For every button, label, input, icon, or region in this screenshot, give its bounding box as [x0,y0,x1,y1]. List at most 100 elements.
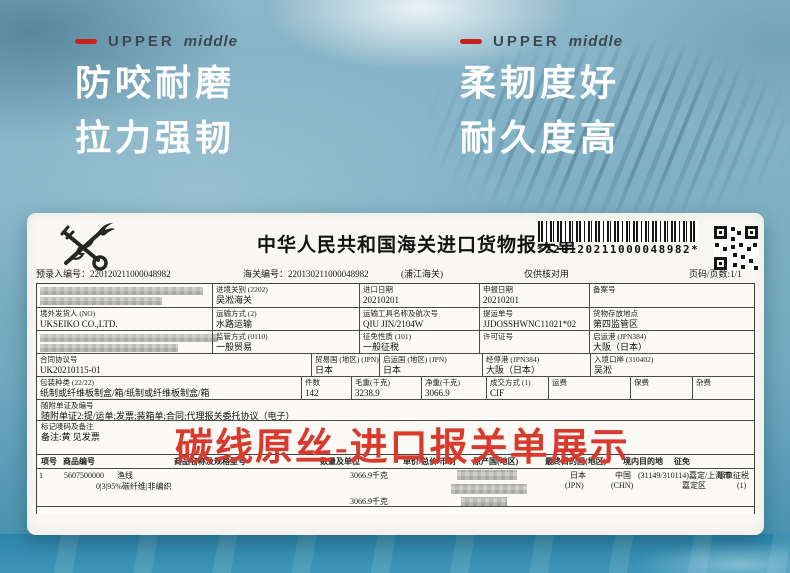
goods-bottom-divider [37,506,754,507]
attached-documents-section: 随附单证及编号 随附单证2:提/运单;发票;装箱单;合同;代理报关委托协议（电子… [37,399,754,421]
license-number-cell: 许可证号 [479,331,589,353]
goods-qty: 3066.9千克 [350,471,388,480]
promo-block-left: UPPER middle 防咬耐磨 拉力强韧 [75,33,238,160]
redacted-price [461,497,507,506]
brand-logo: UPPER middle [75,32,239,50]
goods-legal-qty: 3066.9千克 [350,497,388,506]
departure-port-cell: 启运港 (JPN384) 大阪（日本） [589,331,754,353]
china-customs-emblem-icon [60,223,115,271]
contract-number-cell: 合同协议号 UK20210115-01 [40,355,101,375]
redacted-price [451,484,527,494]
page-number: 页码/页数:1/1 [689,269,742,279]
form-row: 进境关别 (2202) 吴淞海关 进口日期 20210201 申报日期 2021… [37,284,754,307]
brand-name: UPPER [493,32,560,50]
levy-nature-cell: 征免性质 (101) 一般征税 [359,331,479,353]
red-overlay-caption: 碳线原丝-进口报关单展示 [175,427,630,469]
redacted-text [40,287,203,295]
col-goods-name: 商品名称及规格型号 [174,457,246,466]
goods-domestic-district: 嘉定区 [682,481,706,490]
feature-headline: 防咬耐磨 [75,62,236,103]
departure-country-cell: 启运国 (地区) (JPN) 日本 [379,354,482,376]
feature-headline: 拉力强韧 [75,117,236,159]
goods-dest-code: (CHN) [611,481,634,490]
record-number-cell: 备案号 [589,284,754,307]
supervision-mode-cell: 监管方式 (0110) 一般贸易 [212,331,359,353]
barcode: *220120211000048982* [534,221,702,256]
emblem-wing [98,223,115,236]
gross-weight-cell: 毛重(千克) 3238.9 [351,377,421,399]
packing-type-cell: 包装种类 (22/22) 纸制或纤维板制盒/箱/纸制或纤维板制盒/箱 [40,378,210,398]
goods-header-divider [37,468,754,469]
misc-fee-cell: 杂费 [692,377,754,399]
redacted-text [40,297,162,305]
storage-place-cell: 货物存放地点 第四监管区 [589,308,754,330]
document-info-line: 预录入编号：220120211000048982 海关编号：2201302110… [27,267,764,281]
insurance-cell: 保费 [630,377,692,399]
goods-hs-code: 5607500000 [64,471,104,480]
goods-domestic-destination: (31149/310114)嘉定/上海市 [638,471,732,480]
col-destination: 最终目的国(地区) [545,457,607,466]
goods-table: 项号 商品编号 商品名称及规格型号 数量及单位 单价/总价/币制 原产国(地区)… [36,454,755,514]
goods-spec: 0|3|95%碳纤维|非编织 [96,482,172,491]
redacted-text [40,334,218,342]
col-hs-code: 商品编号 [63,457,95,466]
barcode-number: *220120211000048982* [536,243,700,256]
col-levy-mode: 征免 [674,457,690,466]
piece-count-cell: 件数 142 [301,377,351,399]
brand-dash-icon [460,38,482,44]
col-domestic-destination: 境内目的地 [623,457,663,466]
consignee-cell-redacted [37,284,212,307]
goods-levy-code: (1) [737,481,747,490]
document-title: 中华人民共和国海关进口货物报关单 [256,235,577,256]
redacted-text [40,344,178,352]
transit-port-cell: 经停港 (JPN384) 大阪（日本） [482,354,590,376]
vessel-voyage-cell: 运输工具名称及航次号 QIU JIN/2104W [359,308,479,330]
customs-declaration-document: 中华人民共和国海关进口货物报关单 *220120211000048982* 预录… [27,213,764,535]
form-row: 监管方式 (0110) 一般贸易 征免性质 (101) 一般征税 许可证号 启运… [37,330,754,353]
feature-headline: 耐久度高 [460,117,621,159]
col-quantity: 数量及单位 [320,457,360,466]
brand-subname: middle [183,32,239,50]
transport-mode-cell: 运输方式 (2) 水路运输 [212,308,359,330]
redacted-price [457,470,517,480]
col-origin: 原产国(地区) [473,457,519,466]
pre-entry-number: 预录入编号：220120211000048982 [36,269,171,279]
consumer-unit-cell-redacted [37,331,218,353]
import-date-cell: 进口日期 20210201 [359,284,479,307]
col-price: 单价/总价/币制 [403,457,456,466]
bill-of-lading-cell: 提运单号 JJDOSSHWNC11021*02 [479,308,589,330]
brand-name: UPPER [108,32,175,50]
brand-dash-icon [75,38,97,44]
promo-block-right: UPPER middle 柔韧度好 耐久度高 [460,33,623,160]
freight-cell: 运费 [548,377,630,399]
trade-country-cell: 贸易国 (地区) (JPN) 日本 [311,354,379,376]
water-bottom-band [0,534,790,573]
overseas-shipper-cell: 境外发货人 (NO) UKSEIKO CO.,LTD. [40,309,118,329]
goods-origin-country: 日本 [570,471,586,480]
feature-headline: 柔韧度好 [460,62,621,103]
entry-customs-cell: 进境关别 (2202) 吴淞海关 [212,284,359,307]
form-row: 包装种类 (22/22) 纸制或纤维板制盒/箱/纸制或纤维板制盒/箱 件数 14… [37,376,754,399]
col-item-no: 项号 [41,457,57,466]
goods-origin-code: (JPN) [565,481,584,490]
check-only-note: 仅供核对用 [524,269,570,279]
brand-logo: UPPER middle [460,32,624,50]
customs-number: 海关编号：220130211000048982 [243,269,369,279]
net-weight-cell: 净重(千克) 3066.9 [421,377,486,399]
declaration-form-grid: 进境关别 (2202) 吴淞海关 进口日期 20210201 申报日期 2021… [36,283,755,456]
form-row: 合同协议号 UK20210115-01 贸易国 (地区) (JPN) 日本 启运… [37,353,754,376]
goods-name: 渔线 [117,471,133,480]
goods-dest-country: 中国 [615,471,631,480]
marks-remarks-section: 标记唛码及备注 备注:黄 见发票 [37,420,754,455]
goods-levy-mode: 照章征税 [717,471,749,480]
brand-subname: middle [568,32,624,50]
customs-office: (浦江海关) [401,269,443,279]
declare-date-cell: 申报日期 20210201 [479,284,589,307]
form-row: 境外发货人 (NO) UKSEIKO CO.,LTD. 运输方式 (2) 水路运… [37,307,754,330]
transaction-mode-cell: 成交方式 (1) CIF [486,377,548,399]
entry-port-cell: 入境口岸 (310402) 吴淞 [590,354,754,376]
goods-item-no: 1 [39,471,43,480]
barcode-bars-icon [538,221,698,242]
qr-code-icon [713,225,759,271]
